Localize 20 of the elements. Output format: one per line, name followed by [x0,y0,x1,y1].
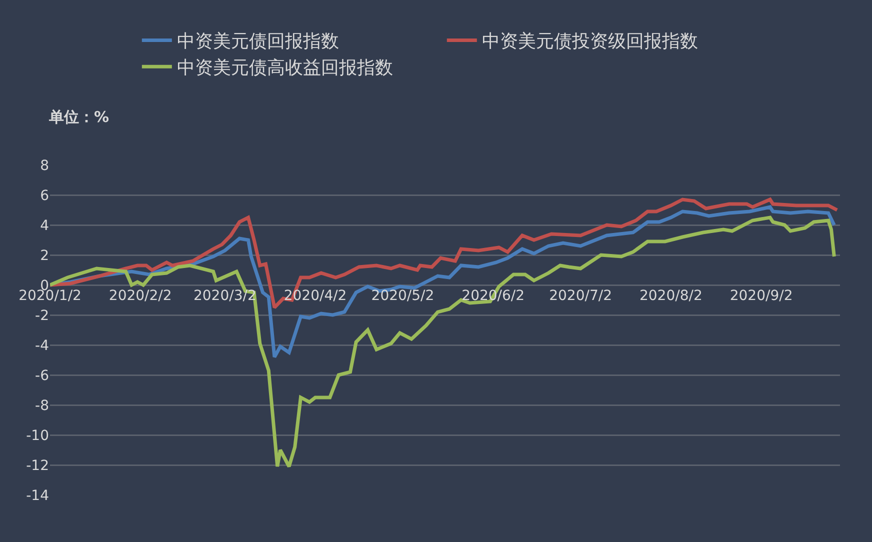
y-tick-label: 6 [40,188,50,204]
y-tick-label: -6 [35,368,50,384]
y-tick-label: -8 [35,398,49,414]
x-tick-label: 2020/9/2 [730,288,793,304]
y-tick-label: -2 [35,308,49,324]
y-axis-title: 单位：% [48,108,110,126]
y-tick-label: -14 [26,488,50,504]
legend-label: 中资美元债高收益回报指数 [176,58,393,79]
legend-label: 中资美元债回报指数 [176,31,339,52]
y-tick-label: -10 [26,428,49,444]
y-tick-label: 2 [40,248,49,264]
y-tick-label: 4 [40,218,50,234]
x-tick-label: 2020/2/2 [108,288,172,304]
y-tick-label: -12 [26,458,49,474]
y-tick-label: -4 [35,338,50,354]
x-tick-label: 2020/5/2 [371,288,434,304]
x-tick-label: 2020/7/2 [549,288,612,304]
legend-label: 中资美元债投资级回报指数 [482,31,698,52]
x-tick-label: 2020/8/2 [639,288,702,304]
y-tick-label: 8 [40,158,49,174]
